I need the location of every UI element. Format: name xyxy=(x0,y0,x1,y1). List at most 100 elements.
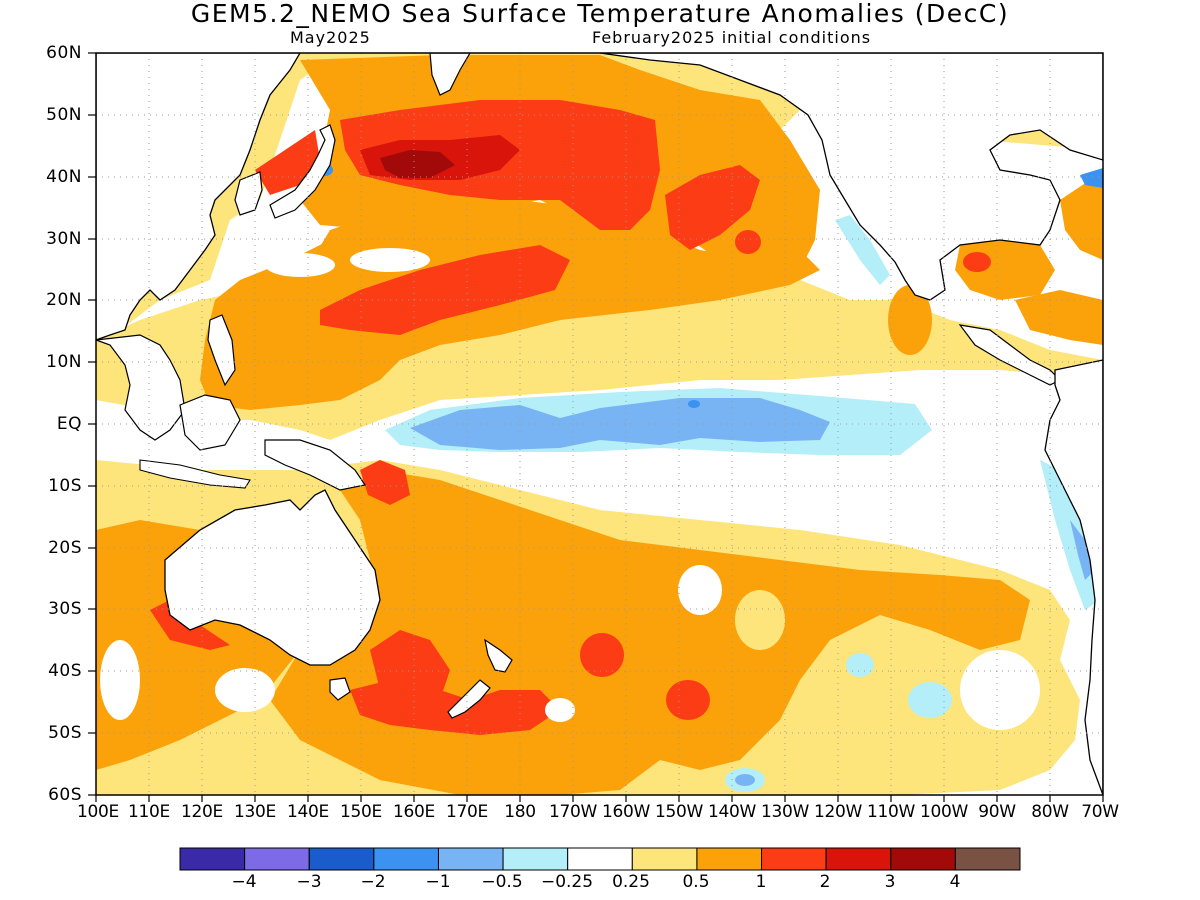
land-new-zealand-south xyxy=(447,679,491,719)
colorbar-swatch xyxy=(437,847,504,871)
colorbar-label: −1 xyxy=(425,872,451,892)
land-asia xyxy=(96,53,301,341)
lat-label: 10N xyxy=(46,352,82,372)
neutral-patch-7 xyxy=(960,650,1040,730)
lon-label: 110W xyxy=(866,802,916,822)
colorbar-swatch xyxy=(308,847,375,871)
colorbar-label: 3 xyxy=(884,872,896,892)
lon-label: 70W xyxy=(1081,802,1119,822)
colorbar-label: 2 xyxy=(819,872,831,892)
land-south-america xyxy=(1044,359,1103,795)
lat-label: 50S xyxy=(48,723,82,743)
colorbar-swatch xyxy=(954,847,1021,871)
lat-label: 30N xyxy=(46,229,82,249)
colorbar-label: −2 xyxy=(360,872,386,892)
lon-label: 120E xyxy=(181,802,223,822)
lon-label: 100E xyxy=(77,802,119,822)
neutral-patch-1 xyxy=(265,253,335,277)
warm-blob-2 xyxy=(580,633,624,677)
land-australia xyxy=(164,489,381,666)
south-cool-2 xyxy=(908,682,952,718)
colorbar-label: −0.5 xyxy=(481,872,523,892)
kuroshio-extreme-warm xyxy=(380,150,455,178)
gulf-stream-strong-cool xyxy=(1080,168,1103,188)
lon-label: 180 xyxy=(504,802,536,822)
colorbar-label: 0.5 xyxy=(682,872,710,892)
lon-label: 100W xyxy=(919,802,969,822)
gulf-strong-warm xyxy=(963,252,991,272)
neutral-patch-2 xyxy=(350,248,430,272)
colorbar-swatch xyxy=(631,847,698,871)
neutral-patch-4 xyxy=(545,698,575,722)
neutral-patch-6 xyxy=(100,640,140,720)
colorbar-label: 1 xyxy=(755,872,767,892)
lon-label: 150W xyxy=(654,802,704,822)
neutral-patch-3 xyxy=(678,565,722,615)
lon-label: 90W xyxy=(978,802,1016,822)
northeast-strong-warm xyxy=(665,165,760,250)
lat-label: 60N xyxy=(46,43,82,63)
land-japan xyxy=(269,124,336,219)
colorbar-swatch xyxy=(373,847,439,871)
lon-label: 110E xyxy=(128,802,170,822)
axis-ticks xyxy=(88,52,1104,802)
lon-label: 80W xyxy=(1031,802,1069,822)
warm-blob-1 xyxy=(735,230,761,254)
equatorial-strong-cool xyxy=(688,400,700,408)
mexico-warm xyxy=(888,285,932,355)
california-weak-cool xyxy=(835,215,890,285)
colorbar-swatch xyxy=(567,847,633,871)
neutral-patch-5 xyxy=(215,668,275,712)
colorbar-label: −4 xyxy=(231,872,257,892)
land-borneo xyxy=(179,394,241,451)
caribbean-warm xyxy=(1015,290,1103,345)
land-new-guinea xyxy=(264,439,366,491)
lat-label: 20N xyxy=(46,290,82,310)
lon-label: 140E xyxy=(287,802,329,822)
colorbar-label: 4 xyxy=(949,872,961,892)
lon-label: 130W xyxy=(760,802,810,822)
lat-label: 60S xyxy=(48,785,82,805)
colorbar-label: −3 xyxy=(296,872,322,892)
coral-sea-strong-warm xyxy=(360,460,410,505)
lat-label: 20S xyxy=(48,538,82,558)
colorbar-label: −0.25 xyxy=(540,872,594,892)
land-north-america xyxy=(599,53,1103,301)
colorbar-swatch xyxy=(502,847,569,871)
lon-label: 160E xyxy=(393,802,435,822)
lat-label: 30S xyxy=(48,599,82,619)
land-philippines xyxy=(207,314,236,387)
lon-label: 150E xyxy=(340,802,382,822)
neutral-patch-8 xyxy=(735,590,785,650)
lat-label: 40S xyxy=(48,661,82,681)
atlantic-warm xyxy=(1060,180,1103,260)
colorbar-swatch xyxy=(244,847,310,871)
lat-label: 40N xyxy=(46,167,82,187)
forecast-month: May2025 xyxy=(290,28,371,47)
colorbar-label: 0.25 xyxy=(612,872,650,892)
lat-label: 50N xyxy=(46,105,82,125)
initial-conditions: February2025 initial conditions xyxy=(592,28,872,47)
subtropical-strong-warm xyxy=(320,245,570,335)
lon-label: 170E xyxy=(446,802,488,822)
map-title: GEM5.2_NEMO Sea Surface Temperature Anom… xyxy=(190,0,1010,28)
land-new-zealand-north xyxy=(484,638,513,673)
colorbar-swatch xyxy=(825,847,892,871)
lon-label: 140W xyxy=(707,802,757,822)
colorbar-swatch xyxy=(890,847,956,871)
lat-label: EQ xyxy=(56,414,82,434)
land-tasmania xyxy=(329,677,351,701)
land-southeast-asia xyxy=(96,334,186,441)
warm-blob-3 xyxy=(666,680,710,720)
colorbar-swatch xyxy=(179,847,246,871)
colorbar-swatch xyxy=(696,847,763,871)
colorbar-swatch xyxy=(761,847,827,871)
humboldt-cool xyxy=(1070,520,1095,580)
lat-label: 10S xyxy=(48,476,82,496)
lon-label: 130E xyxy=(234,802,276,822)
lon-label: 160W xyxy=(601,802,651,822)
land-kamchatka xyxy=(429,53,471,96)
lon-label: 170W xyxy=(548,802,598,822)
south-cool-4 xyxy=(735,774,755,786)
